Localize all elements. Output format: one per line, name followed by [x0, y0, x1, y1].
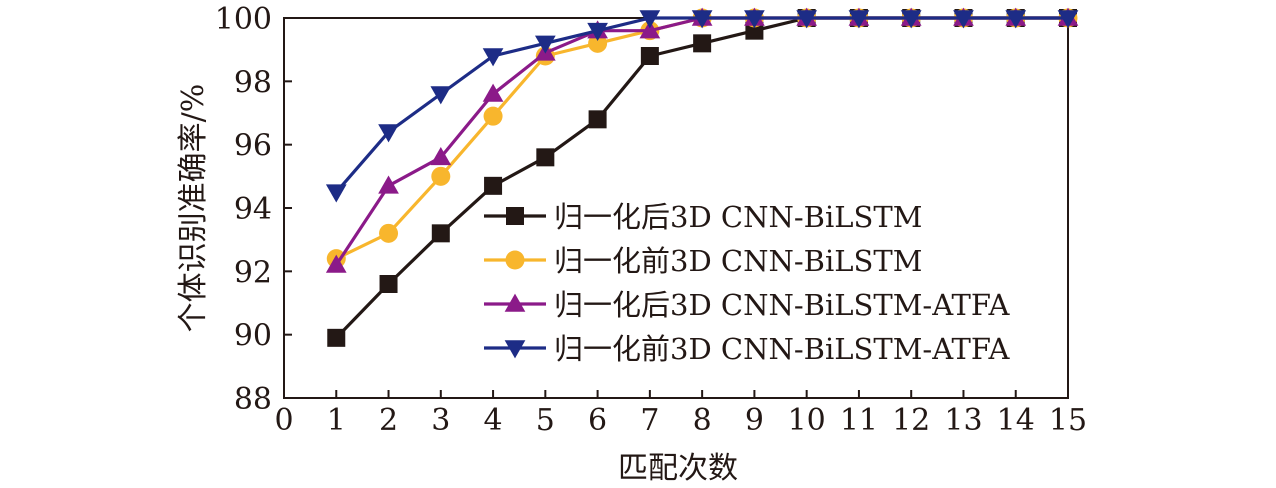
- marker-triangle-down: [325, 184, 347, 203]
- x-tick-label: 12: [892, 403, 930, 438]
- x-tick-label: 13: [944, 403, 982, 438]
- legend: 归一化后3D CNN-BiLSTM 归一化前3D CNN-BiLSTM 归一化后3D…: [484, 200, 1011, 366]
- marker-triangle-down: [796, 10, 818, 29]
- marker-triangle-down: [848, 10, 870, 29]
- series-4: [325, 10, 1079, 203]
- marker-square: [640, 47, 659, 65]
- y-tick-label: 98: [234, 65, 272, 100]
- legend-label: 归一化前3D CNN-BiLSTM: [554, 244, 922, 278]
- x-tick-label: 10: [788, 403, 826, 438]
- x-tick-label: 11: [840, 403, 878, 438]
- marker-triangle-down: [953, 10, 974, 29]
- marker-triangle-down: [482, 48, 504, 67]
- marker-triangle-down: [1005, 10, 1027, 29]
- marker-triangle-up: [639, 20, 661, 39]
- marker-square: [588, 110, 607, 129]
- marker-circle: [588, 33, 608, 53]
- legend-label: 归一化前3D CNN-BiLSTM-ATFA: [554, 332, 1011, 366]
- x-tick-label: 8: [693, 403, 712, 438]
- y-tick-label: 94: [234, 192, 272, 227]
- marker-triangle-up: [504, 293, 526, 312]
- marker-triangle-down: [378, 124, 399, 143]
- legend-label: 归一化后3D CNN-BiLSTM: [554, 200, 922, 234]
- marker-triangle-down: [639, 10, 661, 29]
- marker-triangle-up: [430, 146, 452, 166]
- legend-item-1: 归一化后3D CNN-BiLSTM: [484, 200, 922, 234]
- x-axis-title: 匹配次数: [618, 451, 738, 486]
- marker-triangle-up: [378, 175, 399, 194]
- marker-circle: [431, 166, 451, 186]
- marker-triangle-down: [744, 10, 765, 29]
- legend-label: 归一化后3D CNN-BiLSTM-ATFA: [554, 288, 1011, 322]
- x-tick-label: 1: [327, 403, 346, 438]
- marker-triangle-up: [325, 254, 347, 273]
- x-tick-label: 6: [588, 403, 607, 438]
- marker-square: [693, 34, 712, 53]
- marker-square: [379, 275, 398, 293]
- y-axis-title: 个体识别准确率/%: [176, 84, 211, 333]
- x-tick-label: 15: [1049, 403, 1087, 438]
- x-tick-label: 7: [640, 403, 659, 438]
- y-tick-label: 90: [234, 319, 272, 354]
- x-tick-label: 0: [274, 403, 293, 438]
- x-tick-label: 5: [536, 403, 555, 438]
- marker-square: [431, 224, 450, 243]
- marker-triangle-down: [691, 10, 713, 29]
- marker-square: [327, 328, 346, 347]
- x-tick-label: 3: [431, 403, 450, 438]
- x-tick-label: 9: [745, 403, 764, 438]
- marker-triangle-down: [587, 22, 608, 42]
- marker-circle: [505, 250, 525, 270]
- y-tick-label: 88: [234, 382, 272, 417]
- y-tick-label: 96: [234, 129, 272, 164]
- x-tick-label: 4: [484, 403, 503, 438]
- marker-triangle-down: [1057, 10, 1079, 29]
- marker-circle: [483, 106, 503, 126]
- marker-circle: [379, 223, 399, 243]
- marker-triangle-down: [504, 340, 526, 359]
- marker-square: [506, 207, 524, 225]
- marker-square: [536, 148, 555, 167]
- series-layer: [325, 7, 1079, 347]
- legend-item-2: 归一化前3D CNN-BiLSTM: [484, 244, 922, 278]
- marker-square: [484, 176, 503, 195]
- marker-triangle-down: [534, 35, 556, 54]
- x-tick-label: 2: [379, 403, 398, 438]
- marker-triangle-down: [430, 86, 452, 105]
- x-tick-label: 14: [997, 403, 1035, 438]
- y-tick-label: 92: [234, 255, 272, 290]
- legend-item-3: 归一化后3D CNN-BiLSTM-ATFA: [484, 288, 1011, 322]
- y-tick-label: 100: [215, 2, 272, 37]
- legend-item-4: 归一化前3D CNN-BiLSTM-ATFA: [484, 332, 1011, 366]
- marker-triangle-up: [482, 83, 504, 102]
- marker-triangle-down: [900, 10, 922, 29]
